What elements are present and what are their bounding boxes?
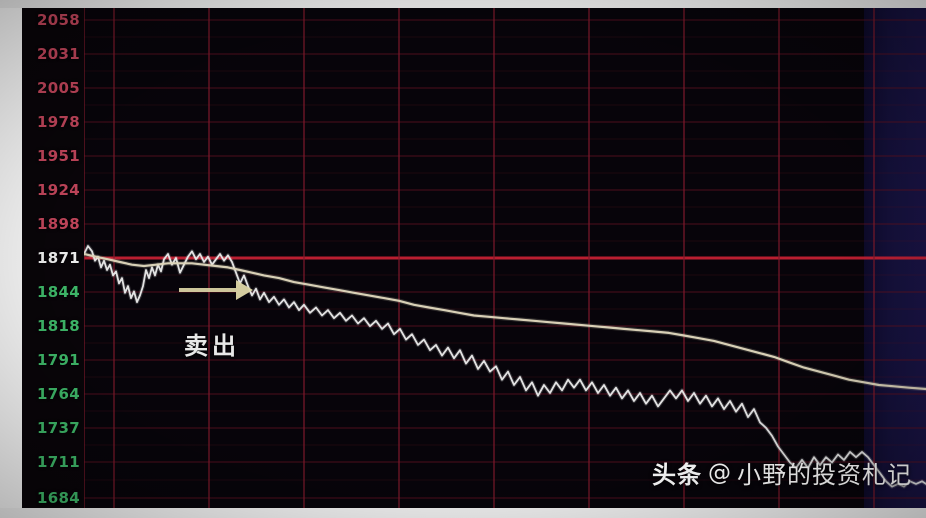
y-axis-tick-1844: 1844 (37, 283, 80, 301)
y-axis-tick-1871: 1871 (37, 249, 80, 267)
trading-terminal-panel[interactable]: 卖出 2058 2031 2005 1978 1951 1924 1898 1871 1844 1… (22, 8, 926, 508)
y-axis-tick-2058: 2058 (37, 11, 80, 29)
sell-annotation-label: 卖出 (184, 332, 240, 360)
y-axis-tick-1978: 1978 (37, 113, 80, 131)
y-axis-tick-1791: 1791 (37, 351, 80, 369)
y-axis-tick-1737: 1737 (37, 419, 80, 437)
sell-arrow-annotation (179, 280, 253, 300)
y-axis-tick-1684: 1684 (37, 489, 80, 507)
y-axis-tick-1951: 1951 (37, 147, 80, 165)
price-series-lines (84, 244, 926, 489)
y-axis-tick-1898: 1898 (37, 215, 80, 233)
y-axis-tick-1924: 1924 (37, 181, 80, 199)
price-plot-area[interactable]: 卖出 (84, 8, 926, 508)
y-axis-tick-1711: 1711 (37, 453, 80, 471)
page-margin-top (0, 0, 926, 8)
y-axis-tick-2005: 2005 (37, 79, 80, 97)
page-margin-bottom (0, 508, 926, 518)
page-margin-left (0, 0, 22, 518)
y-axis-tick-1764: 1764 (37, 385, 80, 403)
y-axis-tick-2031: 2031 (37, 45, 80, 63)
y-axis-labels: 2058 2031 2005 1978 1951 1924 1898 1871 1844 1818… (22, 8, 84, 508)
y-axis-tick-1818: 1818 (37, 317, 80, 335)
